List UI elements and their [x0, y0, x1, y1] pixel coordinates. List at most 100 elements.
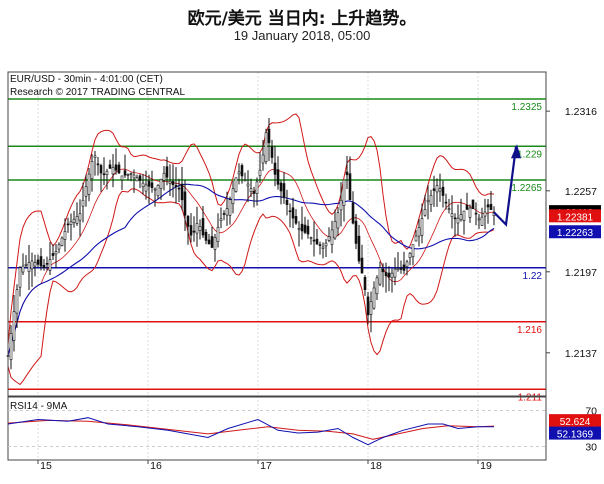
- candle-body: [192, 230, 196, 233]
- candle-body: [450, 213, 454, 218]
- bollinger-bands: [7, 113, 495, 386]
- time-axis-label: 17: [260, 460, 272, 472]
- candle-body: [63, 231, 67, 240]
- candle-body: [147, 180, 151, 187]
- price-axis-label: 1.2137: [565, 348, 597, 360]
- candle-body: [246, 183, 250, 187]
- price-tag-label: 1.22263: [557, 228, 594, 239]
- candle-body: [162, 172, 166, 181]
- candle-body: [156, 185, 160, 197]
- candle-body: [462, 210, 466, 221]
- candle-body: [285, 199, 289, 205]
- level-label: 1.2265: [511, 183, 542, 194]
- candle-body: [108, 164, 112, 169]
- candle-body: [33, 262, 37, 267]
- candle-body: [30, 260, 34, 270]
- candle-body: [366, 296, 370, 316]
- candle-body: [138, 175, 142, 181]
- forecast-arrowhead: [511, 144, 521, 159]
- middle-band: [7, 168, 495, 356]
- candle-body: [459, 214, 463, 221]
- candle-body: [276, 169, 280, 185]
- candle-body: [135, 177, 139, 182]
- candle-body: [477, 218, 481, 221]
- candle-body: [111, 167, 115, 175]
- candle-body: [9, 333, 13, 360]
- candle-body: [405, 261, 409, 268]
- candle-body: [18, 267, 22, 288]
- candle-body: [141, 182, 145, 188]
- candle-body: [264, 132, 268, 163]
- candle-body: [15, 289, 19, 314]
- candle-body: [432, 188, 436, 191]
- candle-body: [384, 272, 388, 277]
- candle-body: [312, 239, 316, 242]
- candle-body: [243, 179, 247, 182]
- rsi-tag-label: 52.624: [560, 417, 591, 428]
- rsi-ma-line: [7, 419, 495, 440]
- candle-body: [78, 213, 82, 221]
- candle-body: [318, 244, 322, 246]
- candle-body: [345, 171, 349, 176]
- candle-body: [129, 173, 133, 175]
- rsi-axis-label: 70: [585, 406, 597, 418]
- candle-body: [60, 237, 64, 246]
- level-label: 1.22: [523, 271, 543, 282]
- candle-body: [480, 216, 484, 226]
- candle-body: [315, 238, 319, 245]
- candle-body: [54, 251, 58, 255]
- candle-body: [207, 239, 211, 245]
- price-tag: [549, 225, 601, 239]
- candle-body: [342, 179, 346, 206]
- time-axis-label: 19: [480, 460, 492, 472]
- candle-body: [213, 237, 217, 250]
- candle-body: [228, 199, 232, 216]
- candle-body: [327, 236, 331, 241]
- candle-body: [402, 264, 406, 271]
- candle-body: [168, 181, 172, 184]
- candle-body: [261, 154, 265, 164]
- candle-body: [363, 276, 367, 290]
- candle-body: [144, 184, 148, 192]
- candle-body: [438, 188, 442, 192]
- candle-body: [453, 217, 457, 220]
- candle-body: [39, 256, 43, 267]
- level-label: 1.229: [517, 149, 542, 160]
- rsi-tag-label: 52.1369: [557, 430, 594, 441]
- candle-body: [174, 185, 178, 188]
- candle-body: [435, 185, 439, 193]
- candle-body: [393, 268, 397, 278]
- candle-body: [132, 174, 136, 179]
- candle-body: [378, 267, 382, 285]
- candle-body: [324, 242, 328, 247]
- candle-body: [114, 164, 118, 171]
- candle-body: [474, 212, 478, 215]
- candle-body: [348, 173, 352, 201]
- candle-body: [441, 186, 445, 196]
- candle-body: [282, 183, 286, 198]
- candle-body: [237, 171, 241, 175]
- candle-body: [36, 259, 40, 265]
- candle-body: [99, 165, 103, 174]
- candle-body: [321, 246, 325, 249]
- price-tag-label: 1.22381: [557, 212, 594, 223]
- candle-body: [12, 311, 16, 341]
- time-axis: 15 16 17 18 19: [37, 460, 492, 472]
- candle-body: [486, 204, 490, 208]
- candle-body: [417, 227, 421, 237]
- candle-body: [426, 199, 430, 203]
- forecast-path: [493, 146, 518, 227]
- candle-body: [117, 164, 121, 174]
- candle-body: [300, 223, 304, 232]
- rsi-axis-label: 30: [585, 442, 597, 454]
- candle-body: [177, 187, 181, 190]
- rsi-tag: [549, 426, 601, 440]
- candle-body: [303, 224, 307, 233]
- candle-body: [189, 225, 193, 236]
- price-axis: 1.2316 1.2257 1.2197 1.2137: [546, 106, 597, 360]
- candle-body: [87, 173, 91, 195]
- candle-body: [357, 235, 361, 262]
- candle-body: [27, 262, 31, 272]
- candle-body: [399, 268, 403, 270]
